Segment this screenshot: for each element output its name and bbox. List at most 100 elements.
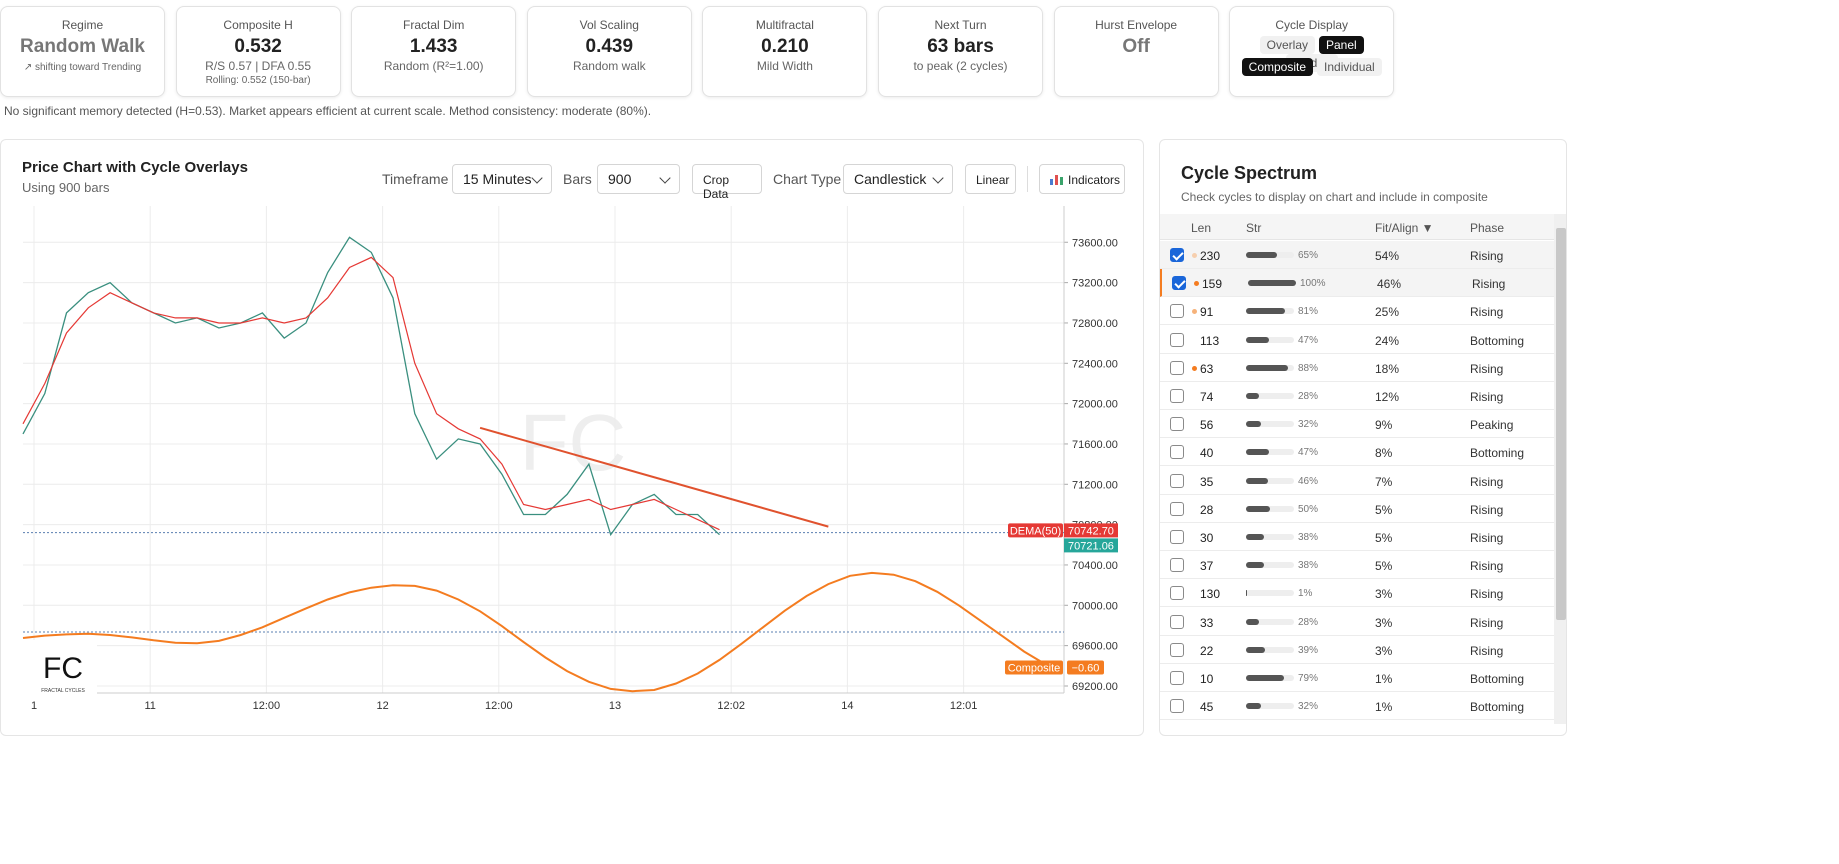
cycle-row[interactable]: 10 79% 1% Bottoming — [1160, 664, 1554, 692]
cycle-length: 63 — [1200, 361, 1214, 376]
metric-sub: Mild Width — [756, 59, 813, 73]
chart-type-select[interactable]: Candlestick — [843, 164, 953, 194]
scrollbar-thumb[interactable] — [1556, 228, 1566, 620]
y-tick-label: 73200.00 — [1072, 278, 1118, 290]
phase: Bottoming — [1470, 672, 1525, 686]
row-checkbox[interactable] — [1170, 530, 1184, 544]
cycle-length: 37 — [1200, 559, 1214, 574]
cycle-length: 45 — [1200, 700, 1214, 715]
composite-value-tag — [1067, 660, 1104, 675]
view-option[interactable]: Panel — [1319, 36, 1364, 54]
cycle-row[interactable]: 56 32% 9% Peaking — [1160, 410, 1554, 439]
cycle-row[interactable]: 22 39% 3% Rising — [1160, 636, 1554, 664]
row-checkbox[interactable] — [1170, 671, 1184, 685]
strength-label: 28% — [1298, 616, 1319, 628]
row-checkbox[interactable] — [1170, 248, 1184, 262]
indicators-button[interactable]: Indicators — [1039, 164, 1125, 194]
strength-label: 46% — [1298, 475, 1319, 487]
strength-track — [1246, 477, 1294, 484]
cycle-length: 113 — [1200, 333, 1220, 348]
row-checkbox[interactable] — [1170, 360, 1184, 375]
watermark: FC — [520, 398, 627, 487]
bars-select[interactable]: 900 — [597, 164, 680, 194]
cycle-length: 33 — [1200, 615, 1214, 630]
cycle-row[interactable]: 45 32% 1% Bottoming — [1160, 692, 1554, 721]
cycle-row[interactable]: 35 46% 7% Rising — [1160, 467, 1554, 495]
mode-option[interactable]: Individual — [1317, 58, 1382, 76]
chart-type-value: Candlestick — [854, 171, 927, 187]
metric-sub: to peak (2 cycles) — [913, 59, 1008, 73]
cycle-row[interactable]: 91 81% 25% Rising — [1160, 297, 1554, 326]
strength-label: 50% — [1298, 503, 1319, 515]
row-checkbox[interactable] — [1170, 699, 1184, 714]
phase: Rising — [1470, 390, 1504, 404]
cycle-length: 56 — [1200, 418, 1214, 433]
dema-value: 70742.70 — [1068, 525, 1114, 537]
row-checkbox[interactable] — [1170, 417, 1184, 432]
crop-button[interactable]: Crop Data — [692, 164, 762, 201]
phase: Bottoming — [1470, 446, 1525, 461]
cycle-row[interactable]: 28 50% 5% Rising — [1160, 495, 1554, 523]
cycle-row[interactable]: 63 88% 18% Rising — [1160, 354, 1554, 382]
phase: Rising — [1470, 502, 1504, 517]
strength-bar — [1246, 336, 1269, 343]
fit-align: 5% — [1375, 531, 1393, 545]
scale-button[interactable]: Linear — [965, 164, 1016, 194]
row-checkbox[interactable] — [1170, 332, 1184, 347]
row-checkbox[interactable] — [1170, 642, 1184, 657]
strength-track — [1246, 336, 1294, 343]
column-header: Str — [1246, 221, 1262, 235]
cycle-row[interactable]: 33 28% 3% Rising — [1160, 608, 1554, 636]
fit-align: 24% — [1375, 333, 1400, 348]
row-checkbox[interactable] — [1172, 276, 1186, 291]
cycle-row[interactable]: 30 38% 5% Rising — [1160, 523, 1554, 551]
strength-track — [1246, 449, 1294, 456]
fit-align: 3% — [1375, 587, 1393, 602]
mode-option[interactable]: Composite — [1241, 58, 1314, 76]
row-checkbox[interactable] — [1170, 445, 1184, 460]
strength-bar — [1246, 562, 1265, 569]
column-header: Len — [1191, 221, 1212, 235]
cycle-dot — [1192, 253, 1197, 258]
strength-label: 38% — [1298, 560, 1319, 572]
row-checkbox[interactable] — [1170, 501, 1184, 516]
cycle-row[interactable]: 230 65% 54% Rising — [1160, 241, 1554, 269]
cycle-row[interactable]: 40 47% 8% Bottoming — [1160, 438, 1554, 467]
row-checkbox[interactable] — [1170, 586, 1184, 601]
metric-card: Hurst Envelope Off — [1053, 6, 1219, 97]
cycle-row[interactable]: 74 28% 12% Rising — [1160, 382, 1554, 410]
dema-line — [22, 256, 720, 531]
cycle-length: 159 — [1202, 277, 1223, 292]
strength-label: 47% — [1298, 334, 1319, 346]
phase: Rising — [1470, 531, 1504, 545]
logo-caption: FRACTAL CYCLES — [41, 688, 85, 694]
row-checkbox[interactable] — [1170, 473, 1184, 488]
fit-align: 9% — [1375, 418, 1393, 433]
row-checkbox[interactable] — [1170, 304, 1184, 319]
metric-card: Composite H 0.532 R/S 0.57 | DFA 0.55 Rolli… — [175, 6, 341, 97]
cycle-display-card: Cycle DisplayOverlayPanelHiddenComposite… — [1229, 6, 1395, 97]
fit-align: 18% — [1375, 361, 1400, 376]
scrollbar-track — [1554, 214, 1566, 724]
timeframe-select[interactable]: 15 Minutes — [452, 164, 552, 194]
cycle-row[interactable]: 113 47% 24% Bottoming — [1160, 326, 1554, 354]
row-checkbox[interactable] — [1170, 389, 1184, 403]
row-checkbox[interactable] — [1170, 614, 1184, 629]
table-header — [1160, 214, 1554, 240]
phase: Rising — [1470, 587, 1504, 602]
cycle-row[interactable]: 130 1% 3% Rising — [1160, 579, 1554, 608]
view-option[interactable]: Overlay — [1259, 36, 1315, 54]
spectrum-title: Cycle Spectrum — [1181, 163, 1318, 183]
phase: Rising — [1470, 305, 1504, 320]
x-tick-label: 11 — [144, 700, 155, 712]
fit-align: 25% — [1375, 305, 1400, 320]
x-tick-label: 12 — [376, 700, 388, 712]
bars-value: 900 — [608, 171, 632, 187]
cycle-row[interactable]: 159 100% 46% Rising — [1160, 269, 1554, 298]
cycle-row[interactable]: 37 38% 5% Rising — [1160, 551, 1554, 580]
row-checkbox[interactable] — [1170, 558, 1184, 573]
metric-sub: Random walk — [572, 59, 646, 73]
metric-label: Vol Scaling — [579, 18, 639, 32]
y-tick-label: 70400.00 — [1072, 560, 1118, 572]
strength-bar — [1246, 534, 1265, 540]
